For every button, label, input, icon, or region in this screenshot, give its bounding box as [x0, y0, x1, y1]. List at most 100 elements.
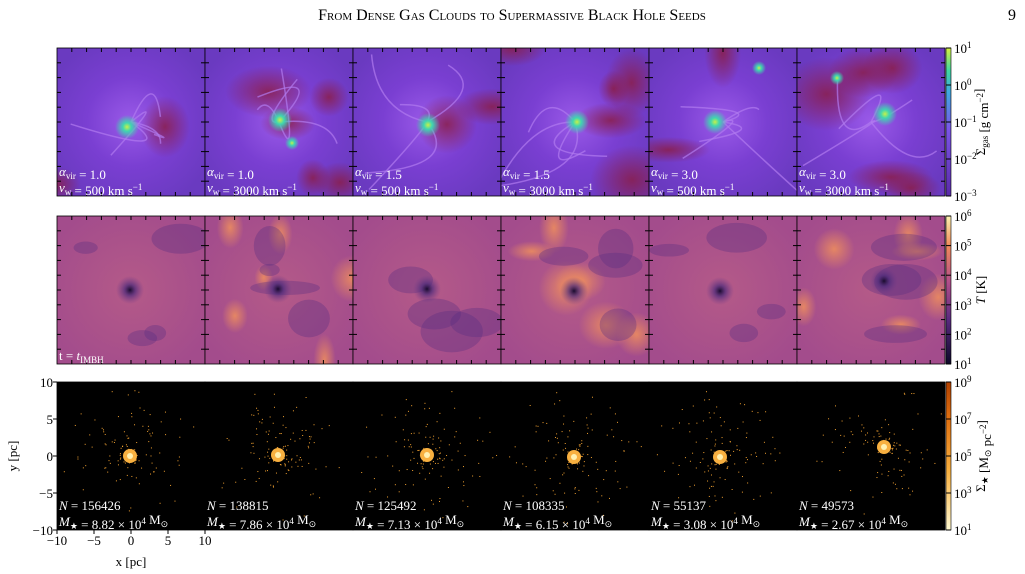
star-particle	[522, 495, 524, 497]
dense-region	[225, 65, 312, 118]
star-particle	[597, 501, 599, 503]
star-particle	[571, 463, 573, 465]
text-run: Σ	[973, 484, 988, 492]
star-particle	[148, 441, 150, 443]
text-run: M	[146, 512, 161, 527]
star-particle	[708, 399, 710, 401]
star-particle	[828, 418, 830, 420]
text-run: = 1.0	[224, 167, 254, 182]
star-particle	[288, 470, 290, 472]
star-particle	[429, 472, 431, 474]
star-particle	[763, 441, 765, 443]
star-particle	[299, 438, 301, 440]
dense-region	[828, 48, 898, 98]
star-particle	[410, 444, 412, 446]
tick-exponent: −1	[967, 114, 977, 124]
colorbar-tick-label: 103	[954, 297, 972, 313]
star-particle	[255, 480, 257, 482]
star-particle	[896, 488, 898, 490]
star-particle	[745, 437, 747, 439]
star-particle	[710, 449, 712, 451]
star-particle	[128, 437, 130, 439]
star-particle	[101, 427, 103, 429]
star-particle	[746, 459, 748, 461]
star-particle	[292, 432, 294, 434]
star-particle	[431, 499, 433, 501]
colorbar-tick-label: 10−3	[954, 188, 977, 204]
star-particle	[711, 431, 713, 433]
text-run: = 1.0	[76, 167, 106, 182]
star-particle	[115, 480, 117, 482]
star-particle	[252, 446, 254, 448]
star-particle	[412, 451, 414, 453]
subscript: w	[213, 187, 220, 197]
panel-label: αvir = 3.0	[799, 164, 846, 182]
cold-region	[73, 241, 98, 254]
star-particle	[889, 432, 891, 434]
star-particle	[885, 438, 887, 440]
star-particle	[104, 433, 106, 435]
colorbar-tick-label: 101	[954, 356, 972, 372]
tick-exponent: 2	[967, 326, 972, 336]
star-particle	[597, 468, 599, 470]
cold-region	[756, 303, 786, 320]
star-particle	[839, 470, 841, 472]
math-symbol: v	[503, 180, 509, 195]
star-particle	[313, 442, 315, 444]
colorbar-tick-label: 105	[954, 448, 972, 464]
star-particle	[587, 454, 589, 456]
star-particle	[707, 470, 709, 472]
cold-region	[144, 324, 167, 342]
star-particle	[590, 457, 592, 459]
text-run: = 500 km s	[663, 183, 725, 198]
star-particle	[721, 437, 723, 439]
star-particle	[713, 412, 715, 414]
star-particle	[457, 469, 459, 471]
star-particle	[587, 427, 589, 429]
star-particle	[542, 422, 544, 424]
text-run: = 7.13 × 10	[374, 517, 437, 532]
superscript: −1	[725, 182, 735, 192]
dense-region	[649, 136, 711, 163]
star-particle	[563, 415, 565, 417]
star-particle	[305, 429, 307, 431]
star-particle	[286, 449, 288, 451]
panel-image	[649, 216, 797, 364]
dense-region	[140, 96, 190, 158]
math-symbol: N	[206, 498, 217, 513]
star-particle	[387, 496, 389, 498]
star-particle	[720, 425, 722, 427]
star-particle	[922, 458, 924, 460]
star-particle	[573, 420, 575, 422]
star-particle	[236, 506, 238, 508]
star-particle	[746, 432, 748, 434]
star-particle	[312, 493, 314, 495]
x-tick-label: −10	[47, 533, 67, 548]
star-particle	[574, 488, 576, 490]
star-particle	[579, 445, 581, 447]
y-tick-label: −10	[33, 523, 53, 538]
star-particle	[719, 417, 721, 419]
panel-image	[57, 216, 205, 364]
star-particle	[737, 427, 739, 429]
star-particle	[283, 416, 285, 418]
star-particle	[881, 473, 883, 475]
star-particle	[892, 444, 894, 446]
star-particle	[267, 455, 269, 457]
star-particle	[459, 442, 461, 444]
math-symbol: v	[59, 180, 65, 195]
tick-base: 10	[954, 78, 967, 93]
star-particle	[695, 467, 697, 469]
star-particle	[305, 396, 307, 398]
star-particle	[726, 459, 728, 461]
cold-region	[450, 307, 501, 338]
star-particle	[138, 460, 140, 462]
star-particle	[117, 460, 119, 462]
star-particle	[258, 477, 260, 479]
star-particle	[729, 441, 731, 443]
colorbar-tick-label: 10−2	[954, 151, 977, 167]
star-particle	[757, 412, 759, 414]
dense-core	[703, 110, 727, 134]
subscript: vir	[362, 171, 372, 181]
dense-core	[873, 102, 897, 126]
